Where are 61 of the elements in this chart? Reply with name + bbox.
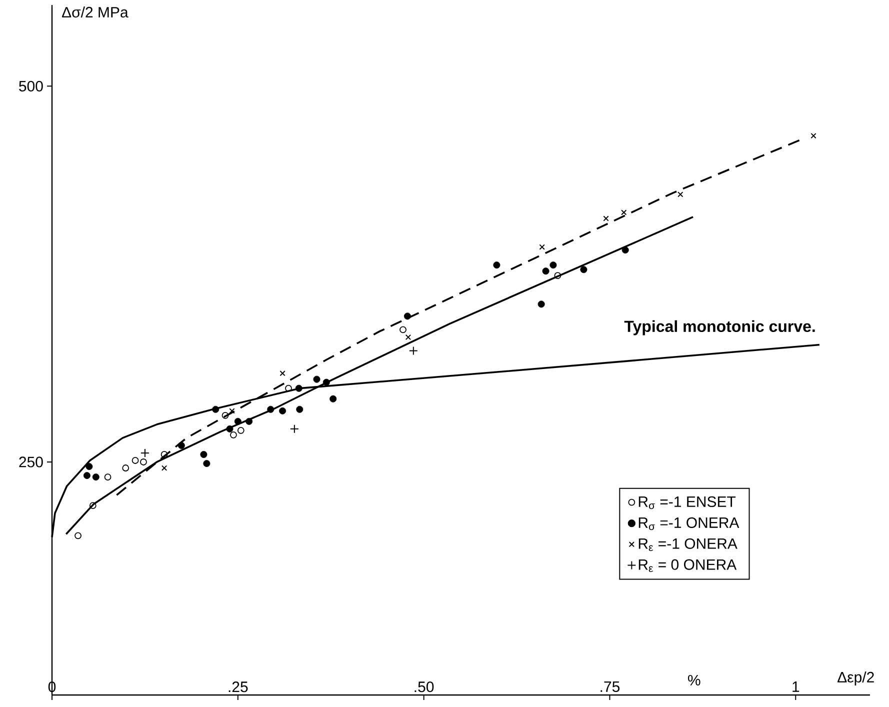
point [280, 370, 286, 376]
point [83, 472, 90, 480]
annotation: % [688, 674, 700, 686]
point [178, 442, 185, 449]
point [140, 448, 150, 458]
legend-label: R$_{ε}$ =-1 ONERA [638, 538, 738, 552]
point [279, 407, 286, 414]
point [542, 268, 550, 275]
point [404, 312, 411, 320]
point [230, 431, 237, 438]
point [74, 532, 82, 540]
point [203, 460, 210, 467]
point [290, 424, 299, 434]
point [92, 474, 100, 481]
point [295, 384, 302, 392]
x-tick-label: .75 [600, 682, 620, 692]
point [234, 418, 242, 425]
point [313, 376, 320, 383]
x-tick-label: .50 [414, 682, 434, 692]
point [160, 451, 168, 458]
point [161, 465, 168, 471]
point [132, 457, 139, 464]
y-tick-label: 250 [19, 456, 43, 468]
y-tick-label: 500 [19, 80, 43, 92]
point [603, 216, 609, 222]
point [621, 210, 627, 216]
point [122, 464, 130, 472]
point [539, 244, 545, 250]
series-label: Typical monotonic curve. [624, 320, 815, 336]
point [285, 384, 292, 392]
legend-label: R$_{σ}$ =-1 ONERA [638, 517, 740, 530]
point [330, 395, 337, 402]
legend-label: R$_{ε}$ = 0 ONERA [638, 559, 737, 572]
point [226, 425, 234, 432]
point [405, 334, 412, 340]
point [246, 418, 253, 425]
point [550, 262, 557, 269]
point [538, 300, 545, 308]
x-tick-label: .25 [228, 682, 248, 692]
point [678, 192, 684, 198]
point [200, 450, 208, 458]
point [104, 474, 112, 480]
x-tick-label: 1 [792, 682, 800, 692]
x-axis-title: Δεp/2 [838, 671, 874, 686]
point [580, 266, 588, 274]
point [493, 262, 500, 269]
point [296, 406, 304, 413]
point [554, 272, 562, 280]
point [212, 406, 220, 413]
y-axis-title: Δσ/2 MPa [62, 6, 128, 18]
point [237, 426, 244, 434]
point [140, 458, 147, 466]
point [267, 406, 274, 413]
point [86, 463, 93, 470]
point [89, 502, 96, 510]
point [810, 132, 816, 139]
legend-label: R$_{σ}$ =-1 ENSET [638, 496, 736, 510]
point [408, 346, 418, 356]
point [322, 378, 330, 386]
point [400, 326, 406, 334]
point [622, 246, 629, 254]
